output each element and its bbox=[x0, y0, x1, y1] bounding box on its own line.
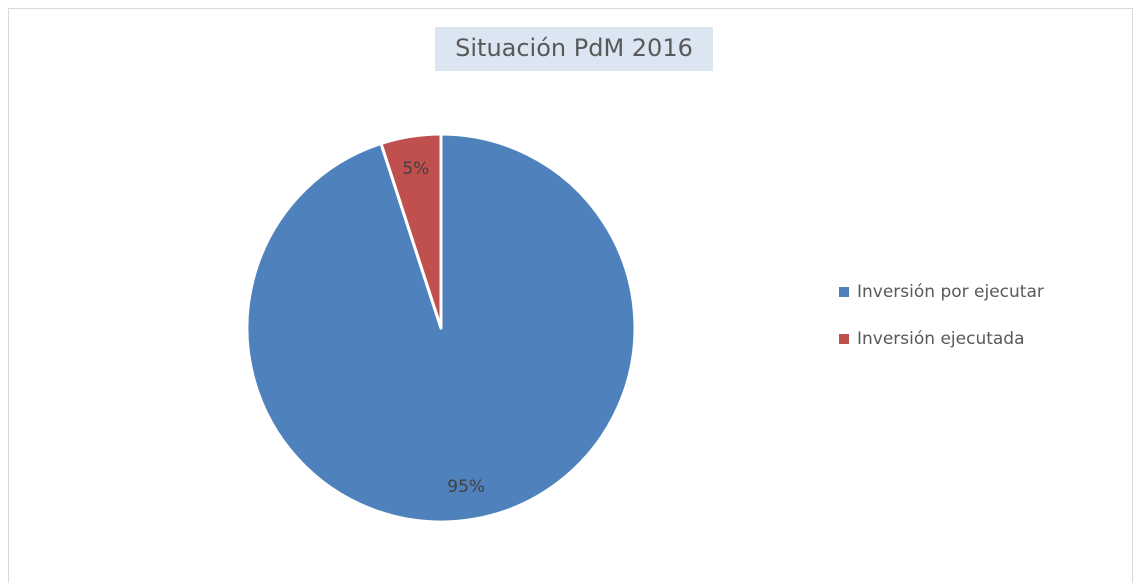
pie-slice bbox=[379, 132, 443, 330]
pie: 95% 5% bbox=[245, 132, 637, 524]
legend-marker bbox=[839, 334, 849, 344]
data-label: 95% bbox=[447, 477, 485, 497]
legend-marker bbox=[839, 287, 849, 297]
title-background bbox=[435, 27, 713, 71]
data-label: 5% bbox=[402, 159, 429, 179]
legend-label: Inversión por ejecutar bbox=[857, 282, 1044, 302]
legend: Inversión por ejecutar Inversión ejecutad… bbox=[839, 282, 1044, 349]
legend-label: Inversión ejecutada bbox=[857, 329, 1025, 349]
chart-title: Situación PdM 2016 bbox=[455, 34, 693, 62]
